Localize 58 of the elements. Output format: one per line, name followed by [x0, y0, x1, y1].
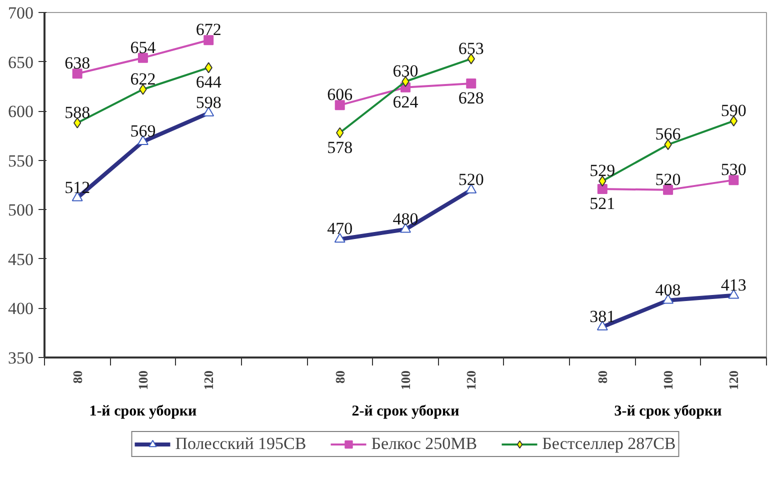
data-label: 653: [458, 38, 484, 58]
data-label: 606: [327, 85, 353, 104]
y-tick-label: 550: [8, 151, 34, 170]
x-tick-label: 100: [135, 370, 150, 390]
x-tick-label: 120: [464, 370, 479, 390]
y-tick-label: 650: [8, 52, 34, 72]
data-label: 529: [590, 161, 616, 180]
data-label: 590: [720, 100, 746, 120]
point: [72, 68, 82, 79]
legend-label: Белкос 250МВ: [371, 434, 478, 454]
data-label: 672: [196, 20, 222, 40]
data-label: 520: [655, 170, 681, 189]
y-tick-label: 500: [8, 200, 34, 220]
data-label: 654: [130, 38, 156, 57]
data-label: 644: [196, 72, 222, 92]
data-label: 470: [327, 219, 353, 238]
data-label: 480: [392, 209, 418, 228]
y-tick-label: 450: [8, 250, 34, 269]
point: [334, 100, 345, 110]
data-label: 630: [392, 62, 418, 80]
y-tick-label: 700: [8, 4, 34, 22]
data-label: 520: [458, 170, 484, 189]
data-label: 408: [655, 280, 681, 300]
point: [466, 78, 476, 88]
data-label: 624: [392, 92, 419, 112]
x-tick-label: 80: [70, 370, 85, 384]
text: 3-й срок уборки: [614, 404, 722, 420]
data-label: 413: [720, 275, 746, 294]
data-label: 638: [64, 54, 90, 73]
y-tick-label: 400: [8, 299, 34, 318]
x-tick-label: 80: [594, 370, 610, 384]
data-label: 628: [458, 88, 484, 108]
data-label: 569: [130, 122, 156, 141]
data-label: 566: [655, 124, 681, 144]
data-label: 530: [720, 160, 746, 180]
data-label: 578: [327, 138, 353, 157]
legend-label: Бестселлер 287СВ: [542, 434, 676, 454]
point: [597, 184, 608, 194]
y-tick-label: 600: [8, 102, 34, 122]
data-label: 512: [64, 178, 90, 197]
data-label: 598: [196, 93, 222, 112]
point: [728, 175, 739, 186]
point: [663, 184, 674, 195]
data-label: 521: [590, 194, 616, 213]
point: [138, 52, 148, 63]
y-tick-label: 350: [8, 348, 34, 368]
point: [204, 35, 214, 46]
legend-label: Полесский 195СВ: [175, 434, 306, 454]
data-label: 381: [590, 306, 616, 326]
data-label: 622: [130, 69, 156, 88]
x-tick-label: 80: [332, 370, 348, 384]
x-tick-label: 100: [660, 370, 676, 390]
x-tick-label: 120: [726, 370, 742, 390]
text: 1-й срок уборки: [89, 404, 198, 420]
data-label: 588: [64, 102, 90, 122]
x-tick-label: 120: [201, 370, 216, 390]
x-tick-label: 100: [398, 370, 413, 390]
text: 2-й срок уборки: [352, 404, 460, 420]
